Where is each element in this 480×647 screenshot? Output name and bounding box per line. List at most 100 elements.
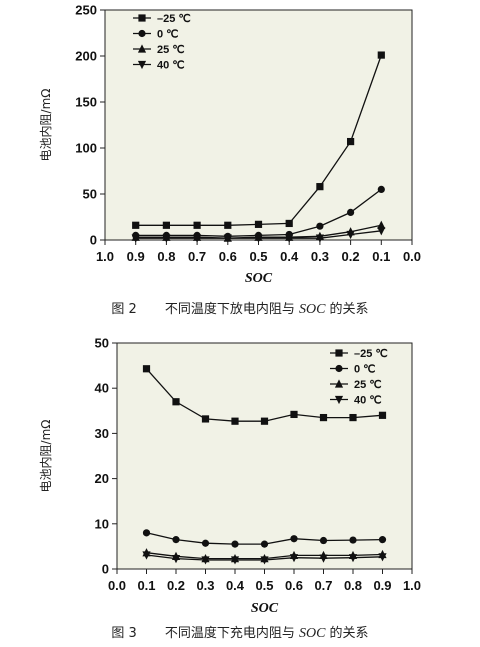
data-point <box>224 221 232 229</box>
y-tick-label: 250 <box>75 3 97 18</box>
data-point <box>349 536 357 544</box>
data-point <box>260 556 269 565</box>
x-tick-label: 0.0 <box>403 249 421 264</box>
x-tick-label: 0.6 <box>285 578 303 593</box>
data-point <box>223 234 232 243</box>
legend-label: 25 ℃ <box>354 379 382 391</box>
y-axis-label: 电池内阻/mΩ <box>39 89 53 162</box>
figure-caption-2: 图 3 不同温度下充电内阻与 SOC 的关系 <box>111 625 368 641</box>
legend-marker <box>334 395 344 405</box>
caption-suffix: 的关系 <box>325 301 368 317</box>
caption-text: 不同温度下充电内阻与 <box>165 625 299 641</box>
series-4 <box>142 551 387 565</box>
legend-marker <box>137 60 147 70</box>
legend-marker <box>138 29 146 38</box>
legend-label: 25 ℃ <box>157 44 185 56</box>
data-point <box>377 51 385 59</box>
legend: –25 ℃ 0 ℃ 25 ℃ 40 ℃ <box>133 13 191 72</box>
data-point <box>315 234 324 243</box>
data-point <box>346 230 355 240</box>
x-tick-label: 0.8 <box>157 249 175 264</box>
caption-text: 不同温度下放电内阻与 <box>165 301 299 317</box>
x-tick-label: 0.5 <box>255 578 273 593</box>
series-1 <box>132 51 385 229</box>
data-point <box>142 365 151 373</box>
y-axis-label: 电池内阻/mΩ <box>39 420 53 493</box>
data-point <box>285 219 293 228</box>
y-tick-label: 100 <box>75 141 97 156</box>
legend: –25 ℃ 0 ℃ 25 ℃ 40 ℃ <box>330 348 388 407</box>
data-point <box>201 556 210 565</box>
x-tick-label: 0.1 <box>137 578 155 593</box>
x-tick-label: 0.3 <box>196 578 214 593</box>
x-tick-label: 0.4 <box>280 249 299 264</box>
legend-marker <box>335 364 343 373</box>
data-point <box>162 234 171 243</box>
data-point <box>142 529 151 537</box>
legend-marker <box>335 349 343 357</box>
data-point <box>193 221 201 229</box>
data-point <box>377 185 385 193</box>
data-point <box>254 220 263 228</box>
figure-number: 图 2 <box>111 302 136 317</box>
y-tick-label: 10 <box>95 516 109 531</box>
data-point <box>193 234 202 243</box>
figure-number: 图 3 <box>111 626 136 641</box>
data-point <box>231 540 239 548</box>
data-point <box>349 413 357 422</box>
data-point <box>378 536 387 544</box>
y-tick-label: 50 <box>95 336 109 351</box>
data-point <box>260 540 269 548</box>
data-point <box>319 554 328 563</box>
legend-label: –25 ℃ <box>157 13 191 25</box>
data-point <box>142 551 151 560</box>
y-tick-label: 0 <box>90 233 97 248</box>
data-point <box>285 234 294 243</box>
data-point <box>290 410 298 419</box>
data-point <box>201 415 210 423</box>
x-tick-label: 0.4 <box>226 578 245 593</box>
legend-label: 40 ℃ <box>354 395 382 407</box>
x-tick-label: 0.9 <box>373 578 391 593</box>
y-tick-label: 20 <box>95 471 109 486</box>
legend-label: 0 ℃ <box>157 29 179 41</box>
data-point <box>378 411 387 419</box>
y-tick-label: 200 <box>75 49 97 64</box>
x-tick-label: 0.2 <box>342 249 360 264</box>
series-4 <box>131 227 386 243</box>
plot-area <box>116 342 413 570</box>
data-point <box>319 536 328 545</box>
data-point <box>348 554 358 563</box>
x-tick-label: 0.6 <box>219 249 237 264</box>
data-point <box>260 417 269 425</box>
data-point <box>201 539 210 547</box>
legend-marker <box>138 14 146 22</box>
data-point <box>231 417 239 425</box>
data-point <box>377 227 386 236</box>
series-2 <box>142 529 387 548</box>
x-tick-label: 0.1 <box>372 249 390 264</box>
y-tick-label: 50 <box>83 187 97 202</box>
x-tick-label: 0.3 <box>311 249 329 264</box>
data-point <box>319 413 328 422</box>
legend-label: 0 ℃ <box>354 364 376 376</box>
data-point <box>172 398 180 406</box>
data-point <box>132 221 140 229</box>
data-point <box>172 536 180 544</box>
x-axis-label: SOC <box>251 601 279 616</box>
x-tick-label: 0.5 <box>249 249 267 264</box>
data-point <box>162 221 170 229</box>
x-tick-label: 1.0 <box>403 578 421 593</box>
y-tick-label: 150 <box>75 95 97 110</box>
data-point <box>171 555 181 564</box>
data-point <box>316 183 324 191</box>
data-point <box>347 208 355 216</box>
data-point <box>347 137 355 146</box>
x-tick-label: 1.0 <box>96 249 114 264</box>
series-1 <box>142 365 387 425</box>
caption-soc: SOC <box>299 302 326 317</box>
data-point <box>131 234 140 243</box>
plot-area <box>104 9 413 241</box>
caption-soc: SOC <box>299 626 326 641</box>
chart-1: 0 50 100 150 200 250 1.0 0.9 0.8 0.7 0.6 0.5 0.4 0.3 0… <box>39 3 421 287</box>
